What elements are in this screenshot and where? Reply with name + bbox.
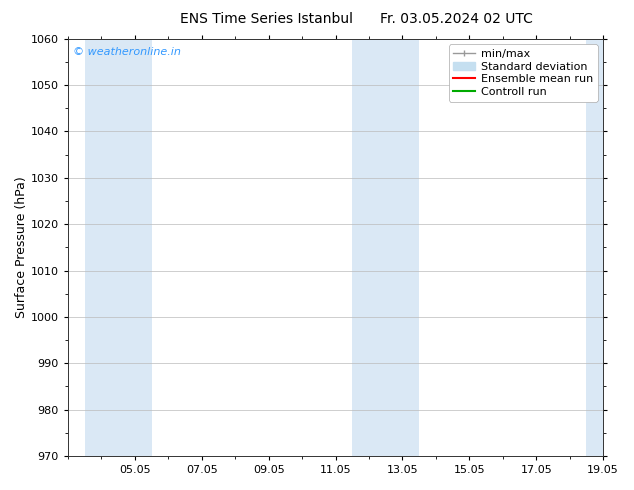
Bar — [353, 39, 419, 456]
Bar — [586, 39, 620, 456]
Bar — [85, 39, 152, 456]
Text: Fr. 03.05.2024 02 UTC: Fr. 03.05.2024 02 UTC — [380, 12, 533, 26]
Text: © weatheronline.in: © weatheronline.in — [74, 47, 181, 57]
Y-axis label: Surface Pressure (hPa): Surface Pressure (hPa) — [15, 176, 28, 318]
Legend: min/max, Standard deviation, Ensemble mean run, Controll run: min/max, Standard deviation, Ensemble me… — [449, 44, 598, 101]
Text: ENS Time Series Istanbul: ENS Time Series Istanbul — [180, 12, 353, 26]
